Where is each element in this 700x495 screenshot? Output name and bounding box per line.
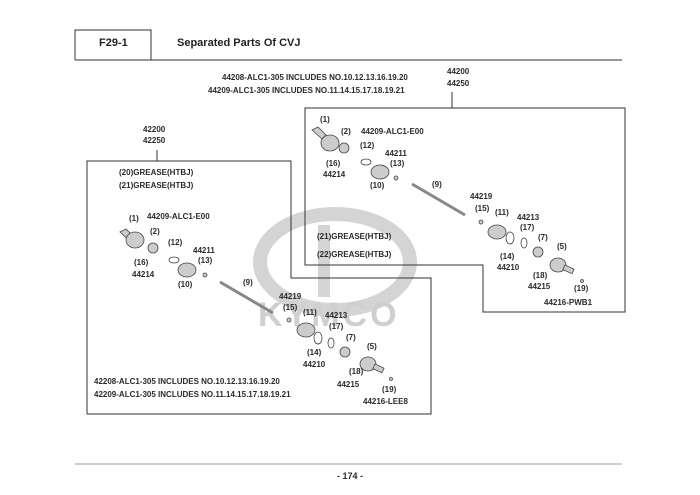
callout: (15) [283, 303, 298, 312]
inner-race-7 [532, 246, 544, 258]
callout: 44215 [337, 380, 360, 389]
callout: (16) [326, 159, 341, 168]
outer-joint-1 [311, 126, 327, 140]
figure-code: F29-1 [99, 37, 128, 49]
callout: (19) [382, 385, 397, 394]
callout: (18) [533, 271, 548, 280]
watermark-text: KYMCO [258, 296, 400, 334]
left-assembly-parts [119, 228, 393, 381]
inner-race-2 [338, 142, 350, 154]
grease-label: (21)GREASE(HTBJ) [317, 232, 392, 241]
callout: 44215 [528, 282, 551, 291]
grease-label: (22)GREASE(HTBJ) [317, 250, 392, 259]
part-number: 42250 [143, 136, 166, 145]
right-assembly-box [304, 107, 626, 313]
pin-19 [580, 279, 584, 283]
callout: 44213 [517, 213, 540, 222]
callout: (12) [360, 141, 375, 150]
part-number: 44250 [447, 79, 470, 88]
callout: (19) [574, 284, 589, 293]
callout: (1) [129, 214, 139, 223]
includes-note: 42208-ALC1-305 INCLUDES NO.10.12.13.16.1… [94, 377, 280, 386]
page-title: Separated Parts Of CVJ [177, 37, 301, 49]
stub-shaft [562, 264, 575, 275]
callout: (7) [346, 333, 356, 342]
callout: 44210 [303, 360, 326, 369]
shaft-9 [411, 182, 466, 217]
callout: (1) [320, 115, 330, 124]
callout: (11) [303, 308, 317, 317]
callout: (14) [307, 348, 322, 357]
includes-note: 44209-ALC1-305 INCLUDES NO.11.14.15.17.1… [208, 86, 405, 95]
left-assembly-box [86, 160, 432, 415]
right-assembly-parts [311, 126, 584, 283]
callout: (10) [178, 280, 193, 289]
callout: (2) [341, 127, 351, 136]
page-number: - 174 - [337, 471, 364, 481]
includes-note: 42209-ALC1-305 INCLUDES NO.11.14.15.17.1… [94, 390, 291, 399]
part-number: 44200 [447, 67, 470, 76]
boot-11 [487, 224, 507, 240]
grease-label: (20)GREASE(HTBJ) [119, 168, 194, 177]
boot-10 [370, 164, 390, 180]
callout: (11) [495, 208, 509, 217]
callout: (15) [475, 204, 490, 213]
callout: (13) [198, 256, 213, 265]
grease-label: (21)GREASE(HTBJ) [119, 181, 194, 190]
callout: 44211 [193, 246, 215, 255]
callout: (17) [520, 223, 535, 232]
callout: 44219 [279, 292, 302, 301]
clamp-12 [360, 158, 372, 166]
includes-note: 44208-ALC1-305 INCLUDES NO.10.12.13.16.1… [222, 73, 408, 82]
callout: 44209-ALC1-E00 [147, 212, 210, 221]
ring-17 [520, 237, 528, 249]
callout: (10) [370, 181, 385, 190]
outer-joint-housing [320, 134, 340, 152]
callout: 44210 [497, 263, 520, 272]
clamp-13 [393, 175, 399, 181]
clamp-14 [505, 231, 515, 245]
callout: (13) [390, 159, 405, 168]
callout: (18) [349, 367, 364, 376]
callout: 44211 [385, 149, 407, 158]
callout: 44209-ALC1-E00 [361, 127, 424, 136]
callout: (5) [367, 342, 377, 351]
inner-joint-5 [549, 257, 567, 273]
callout: (9) [243, 278, 253, 287]
callout: (7) [538, 233, 548, 242]
clip-15 [478, 219, 484, 225]
callout: (12) [168, 238, 183, 247]
callout: (14) [500, 252, 515, 261]
part-number: 42200 [143, 125, 166, 134]
callout: (9) [432, 180, 442, 189]
callout: 44219 [470, 192, 493, 201]
callout: (5) [557, 242, 567, 251]
callout: (16) [134, 258, 149, 267]
callout: 44214 [323, 170, 346, 179]
callout: 44214 [132, 270, 155, 279]
callout: (17) [329, 322, 344, 331]
callout: 44213 [325, 311, 348, 320]
callout: 44216-LEE8 [363, 397, 408, 406]
callout: 44216-PWB1 [544, 298, 593, 307]
callout: (2) [150, 227, 160, 236]
